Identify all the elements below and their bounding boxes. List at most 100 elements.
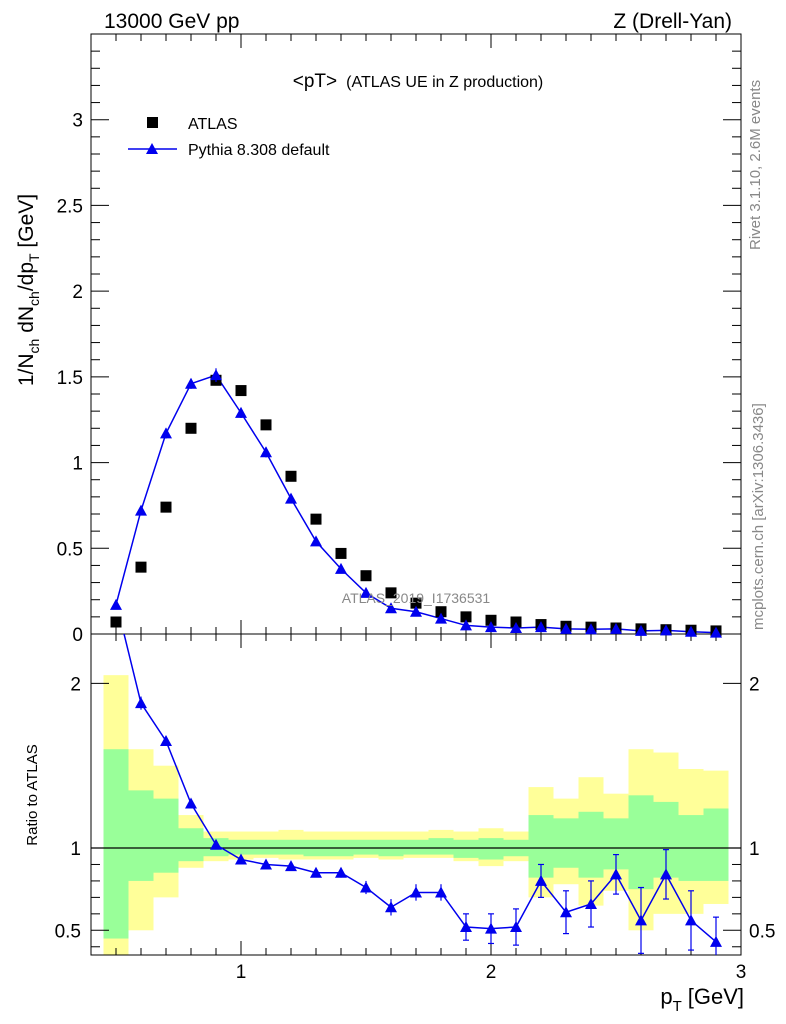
- pythia-point: [585, 623, 597, 635]
- ratio-point: [535, 874, 547, 886]
- plot-axes: 1 2 300.511.522.530.5 0.51 12 2: [55, 33, 775, 983]
- ratio-point: [135, 697, 147, 709]
- ratio-tick-label-left: 1: [70, 839, 81, 860]
- atlas-data-point: [310, 513, 322, 525]
- ratio-point: [410, 886, 422, 898]
- ratio-band-inner: [178, 828, 204, 862]
- y-axis-title-sub-a: ch: [26, 339, 42, 354]
- x-axis-title: pT [GeV]: [660, 984, 744, 1015]
- mcplots-reference-label: mcplots.cern.ch [arXiv:1306.3436]: [750, 403, 767, 630]
- atlas-data-point: [110, 616, 122, 628]
- legend-atlas-marker: [147, 117, 158, 128]
- atlas-data-point: [135, 561, 147, 573]
- ratio-point: [310, 866, 322, 878]
- pythia-point: [610, 622, 622, 634]
- ratio-tick-label-right: 2: [749, 674, 760, 695]
- ratio-tick-label-right: 1: [749, 839, 760, 860]
- pythia-point: [285, 492, 297, 504]
- plot-title-sub: (ATLAS UE in Z production): [346, 74, 543, 91]
- atlas-data-point: [360, 570, 372, 582]
- x-tick-label: 2: [486, 962, 497, 983]
- ratio-point: [360, 881, 372, 893]
- atlas-data-point: [185, 422, 197, 434]
- pythia-point: [485, 621, 497, 633]
- atlas-data-point: [160, 501, 172, 513]
- ratio-band-inner: [553, 818, 579, 868]
- pythia-point: [535, 621, 547, 633]
- ratio-band-inner: [628, 795, 654, 890]
- ratio-point: [185, 797, 197, 809]
- atlas-data-point: [410, 597, 422, 609]
- ratio-band-inner: [103, 749, 129, 939]
- pythia-point: [160, 427, 172, 439]
- legend: ATLAS Pythia 8.308 default: [128, 116, 330, 159]
- y-tick-label: 1.5: [57, 368, 83, 389]
- ratio-point: [560, 906, 572, 918]
- pythia-point: [310, 535, 322, 547]
- plot-title: <pT> (ATLAS UE in Z production): [293, 71, 544, 92]
- ratio-tick-label-right: 0.5: [749, 921, 775, 942]
- pythia-point: [135, 504, 147, 516]
- pythia-point: [560, 622, 572, 634]
- ratio-band-inner: [128, 790, 154, 881]
- ratio-band-inner: [153, 798, 179, 873]
- pythia-point: [110, 598, 122, 610]
- ratio-point: [710, 935, 722, 947]
- plot-title-main: <pT>: [293, 71, 337, 92]
- ratio-point: [635, 914, 647, 926]
- ratio-band-inner: [478, 838, 504, 860]
- y-axis-title-part-a: 1/N: [15, 353, 38, 386]
- y-axis-title-sub-b: ch: [26, 291, 42, 306]
- pythia-point: [360, 586, 372, 598]
- rivet-version-label: Rivet 3.1.10, 2.6M events: [747, 80, 764, 250]
- header-process-label: Z (Drell-Yan): [613, 10, 732, 33]
- atlas-data-point: [385, 587, 397, 599]
- atlas-data-point: [260, 419, 272, 431]
- pythia-point: [510, 622, 522, 633]
- ratio-tick-label-left: 2: [70, 674, 81, 695]
- ratio-band-inner: [228, 839, 254, 855]
- ratio-y-axis-title: Ratio to ATLAS: [24, 744, 41, 845]
- x-axis-title-main: p: [660, 984, 672, 1009]
- x-axis-title-unit: [GeV]: [688, 984, 744, 1009]
- pythia-point: [335, 562, 347, 574]
- header-energy-label: 13000 GeV pp: [104, 10, 239, 33]
- pythia-point: [385, 602, 397, 614]
- ratio-point: [335, 866, 347, 878]
- y-axis-title-part-d: [GeV]: [15, 194, 38, 254]
- ratio-band-inner: [253, 839, 279, 855]
- ratio-tick-label-left: 0.5: [55, 921, 81, 942]
- pythia-point: [435, 612, 447, 624]
- ratio-point: [385, 901, 397, 913]
- atlas-data-point: [435, 606, 447, 618]
- ratio-point: [510, 921, 522, 933]
- y-tick-label: 2: [72, 282, 83, 303]
- atlas-data-point: [460, 611, 472, 623]
- ratio-point: [285, 860, 297, 872]
- ratio-point: [210, 838, 222, 850]
- pythia-point: [710, 626, 722, 638]
- ratio-point: [435, 886, 447, 898]
- x-tick-label: 1: [236, 962, 247, 983]
- ratio-point: [260, 858, 272, 870]
- y-tick-label: 3: [72, 111, 83, 132]
- atlas-data-point: [285, 470, 297, 482]
- y-tick-label: 0: [72, 625, 83, 646]
- ratio-point: [610, 868, 622, 880]
- y-tick-label: 0.5: [57, 539, 83, 560]
- ratio-band-inner: [278, 839, 304, 855]
- atlas-data-point: [235, 385, 247, 397]
- pythia-point: [635, 624, 647, 636]
- ratio-point: [685, 914, 697, 926]
- y-axis-title-sub-c: T: [26, 253, 42, 262]
- ratio-point: [235, 853, 247, 865]
- pythia-point: [685, 625, 697, 637]
- pythia-point: [185, 377, 197, 389]
- ratio-band-inner: [403, 839, 429, 855]
- y-tick-label: 1: [72, 454, 83, 475]
- ratio-band-inner: [703, 808, 729, 881]
- atlas-data-point: [335, 547, 347, 559]
- legend-pythia-label: Pythia 8.308 default: [188, 142, 330, 159]
- ratio-band-inner: [578, 811, 604, 878]
